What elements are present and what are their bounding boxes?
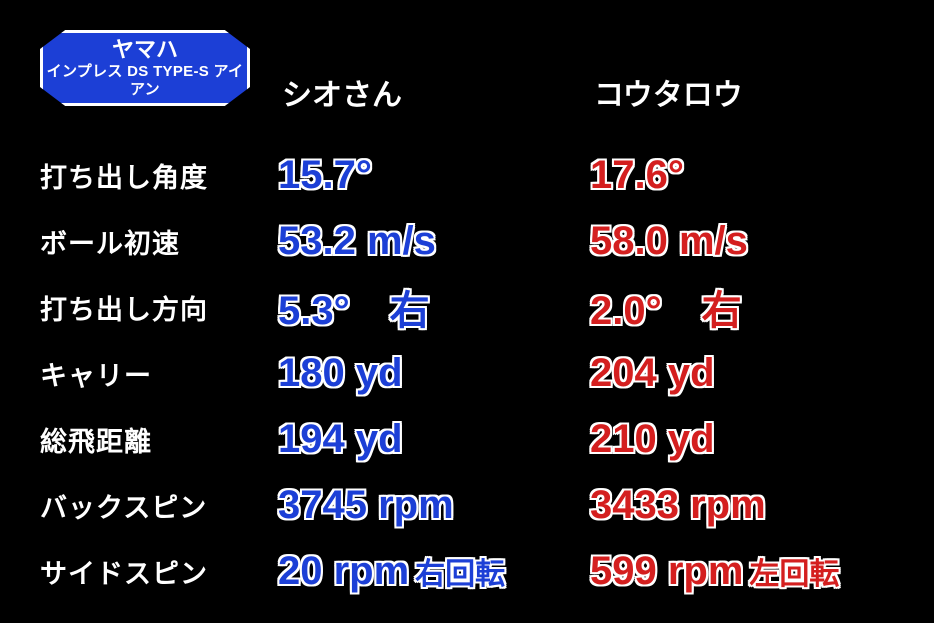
p1-value: 180 yd	[278, 351, 409, 396]
table-row: バックスピン 3745 rpm 3433 rpm	[30, 472, 904, 538]
table-row: ボール初速 53.2 m/s 58.0 m/s	[30, 208, 904, 274]
table-row: キャリー 180 yd 204 yd	[30, 340, 904, 406]
metric-label: キャリー	[40, 354, 152, 393]
p1-value: 53.2 m/s	[278, 219, 442, 264]
product-badge: ヤマハ インプレス DS TYPE-S アイアン	[40, 30, 250, 106]
table-row: サイドスピン 20 rpm右回転 599 rpm左回転	[30, 538, 904, 604]
p1-value: 5.3° 右	[278, 278, 436, 336]
player1-header: シオさん	[282, 70, 402, 114]
p1-value: 3745 rpm	[278, 483, 460, 528]
p2-value: 2.0° 右	[590, 278, 748, 336]
metric-label: 総飛距離	[40, 420, 152, 459]
p2-value: 3433 rpm	[590, 483, 772, 528]
p1-value: 15.7°	[278, 153, 378, 198]
metric-label: サイドスピン	[40, 552, 208, 591]
table-row: 打ち出し方向 5.3° 右 2.0° 右	[30, 274, 904, 340]
badge-model: インプレス DS TYPE-S アイアン	[43, 63, 247, 99]
table-row: 総飛距離 194 yd 210 yd	[30, 406, 904, 472]
p1-value: 20 rpm右回転	[278, 549, 505, 594]
metric-label: 打ち出し方向	[40, 288, 208, 327]
badge-brand: ヤマハ	[112, 37, 178, 63]
metric-label: 打ち出し角度	[40, 156, 208, 195]
p2-value: 599 rpm左回転	[590, 549, 839, 594]
p2-value: 58.0 m/s	[590, 219, 754, 264]
table-row: 打ち出し角度 15.7° 17.6°	[30, 142, 904, 208]
p2-value: 204 yd	[590, 351, 721, 396]
metric-label: ボール初速	[40, 222, 180, 261]
p1-value: 194 yd	[278, 417, 409, 462]
p2-value: 210 yd	[590, 417, 721, 462]
player2-header: コウタロウ	[594, 70, 743, 114]
metric-label: バックスピン	[40, 486, 207, 525]
p2-value: 17.6°	[590, 153, 690, 198]
